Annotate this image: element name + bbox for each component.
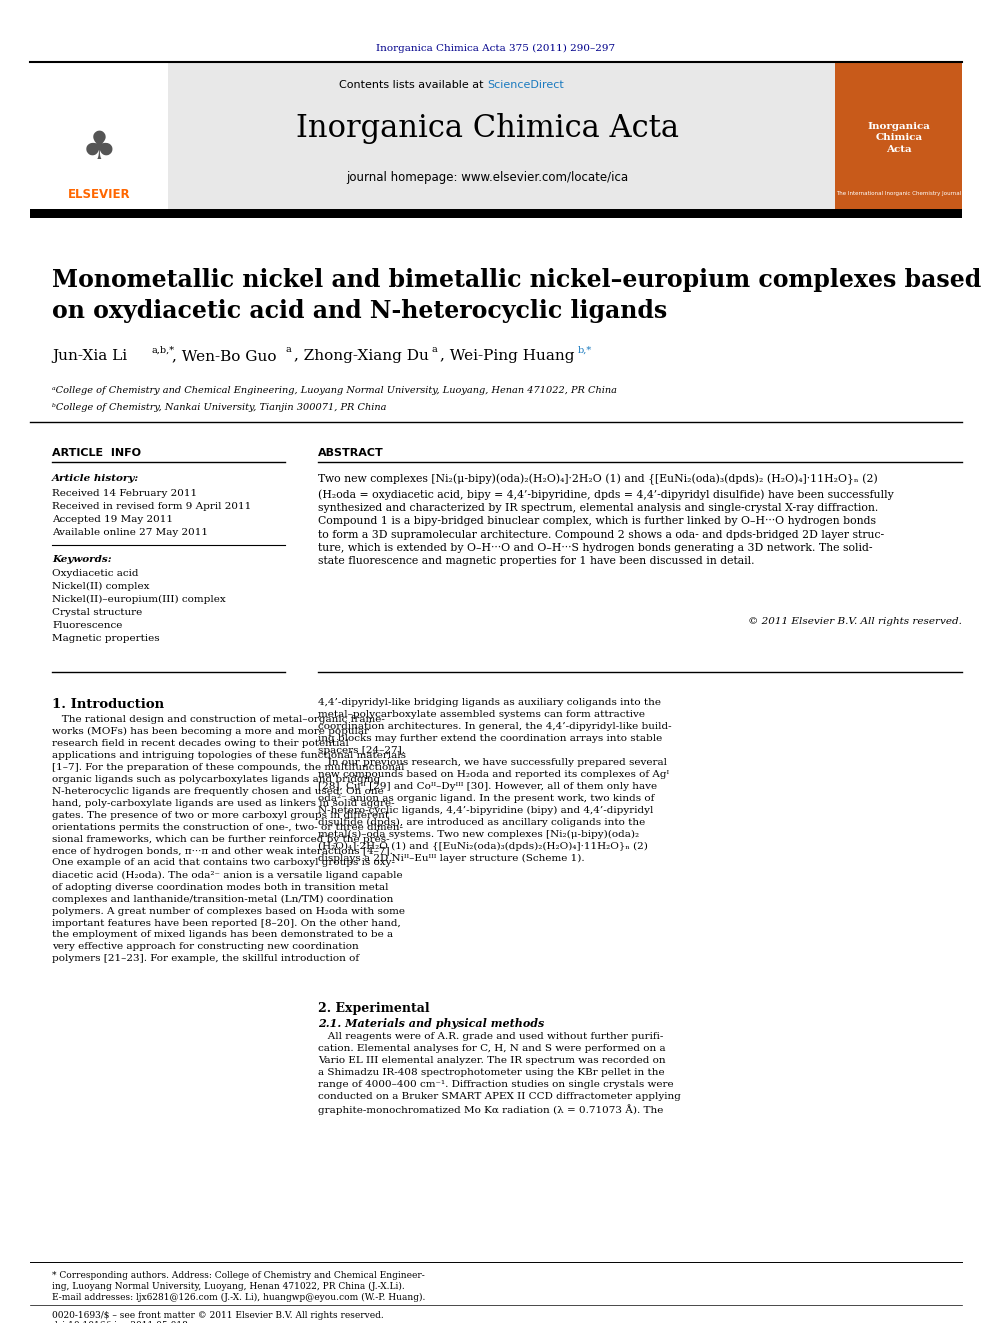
Text: Fluorescence: Fluorescence — [52, 620, 122, 630]
Text: Keywords:: Keywords: — [52, 556, 112, 564]
Text: 4,4’-dipyridyl-like bridging ligands as auxiliary coligands into the
metal–polyc: 4,4’-dipyridyl-like bridging ligands as … — [318, 699, 672, 863]
Text: Received 14 February 2011: Received 14 February 2011 — [52, 490, 197, 497]
Text: Contents lists available at: Contents lists available at — [339, 79, 487, 90]
Text: ELSEVIER: ELSEVIER — [67, 188, 130, 201]
Text: ScienceDirect: ScienceDirect — [487, 79, 563, 90]
Text: , Zhong-Xiang Du: , Zhong-Xiang Du — [294, 349, 429, 363]
FancyBboxPatch shape — [30, 64, 168, 210]
Text: Inorganica
Chimica
Acta: Inorganica Chimica Acta — [868, 122, 930, 155]
Text: Magnetic properties: Magnetic properties — [52, 634, 160, 643]
Text: Oxydiacetic acid: Oxydiacetic acid — [52, 569, 139, 578]
Text: ♣: ♣ — [81, 130, 116, 167]
Text: Inorganica Chimica Acta: Inorganica Chimica Acta — [296, 112, 679, 143]
Text: E-mail addresses: ljx6281@126.com (J.-X. Li), huangwp@eyou.com (W.-P. Huang).: E-mail addresses: ljx6281@126.com (J.-X.… — [52, 1293, 426, 1302]
Text: Jun-Xia Li: Jun-Xia Li — [52, 349, 127, 363]
Text: ᵇCollege of Chemistry, Nankai University, Tianjin 300071, PR China: ᵇCollege of Chemistry, Nankai University… — [52, 404, 387, 411]
Text: Accepted 19 May 2011: Accepted 19 May 2011 — [52, 515, 173, 524]
Text: Nickel(II)–europium(III) complex: Nickel(II)–europium(III) complex — [52, 595, 226, 605]
Text: Two new complexes [Ni₂(μ-bipy)(oda)₂(H₂O)₄]·2H₂O (1) and {[EuNi₂(oda)₃(dpds)₂ (H: Two new complexes [Ni₂(μ-bipy)(oda)₂(H₂O… — [318, 474, 894, 566]
Text: Available online 27 May 2011: Available online 27 May 2011 — [52, 528, 208, 537]
FancyBboxPatch shape — [30, 209, 962, 218]
Text: b,*: b,* — [578, 345, 592, 355]
Text: Crystal structure: Crystal structure — [52, 609, 142, 617]
Text: , Wen-Bo Guo: , Wen-Bo Guo — [172, 349, 277, 363]
Text: 0020-1693/$ – see front matter © 2011 Elsevier B.V. All rights reserved.: 0020-1693/$ – see front matter © 2011 El… — [52, 1311, 384, 1320]
Text: 1. Introduction: 1. Introduction — [52, 699, 164, 710]
FancyBboxPatch shape — [835, 64, 962, 210]
Text: a,b,*: a,b,* — [152, 345, 176, 355]
Text: The rational design and construction of metal–organic frame-
works (MOFs) has be: The rational design and construction of … — [52, 714, 406, 963]
Text: All reagents were of A.R. grade and used without further purifi-
cation. Element: All reagents were of A.R. grade and used… — [318, 1032, 681, 1115]
Text: , Wei-Ping Huang: , Wei-Ping Huang — [440, 349, 574, 363]
Text: ing, Luoyang Normal University, Luoyang, Henan 471022, PR China (J.-X.Li).: ing, Luoyang Normal University, Luoyang,… — [52, 1282, 405, 1291]
Text: Article history:: Article history: — [52, 474, 139, 483]
Text: Received in revised form 9 April 2011: Received in revised form 9 April 2011 — [52, 501, 251, 511]
Text: ᵃCollege of Chemistry and Chemical Engineering, Luoyang Normal University, Luoya: ᵃCollege of Chemistry and Chemical Engin… — [52, 386, 617, 396]
Text: a: a — [286, 345, 292, 355]
Text: ABSTRACT: ABSTRACT — [318, 448, 384, 458]
Text: Monometallic nickel and bimetallic nickel–europium complexes based
on oxydiaceti: Monometallic nickel and bimetallic nicke… — [52, 269, 981, 323]
Text: ARTICLE  INFO: ARTICLE INFO — [52, 448, 141, 458]
Text: * Corresponding authors. Address: College of Chemistry and Chemical Engineer-: * Corresponding authors. Address: Colleg… — [52, 1271, 425, 1279]
Text: 2. Experimental: 2. Experimental — [318, 1002, 430, 1015]
Text: doi:10.1016/j.ica.2011.05.018: doi:10.1016/j.ica.2011.05.018 — [52, 1320, 188, 1323]
Text: © 2011 Elsevier B.V. All rights reserved.: © 2011 Elsevier B.V. All rights reserved… — [748, 617, 962, 626]
Text: The International Inorganic Chemistry Journal: The International Inorganic Chemistry Jo… — [836, 191, 961, 196]
Text: 2.1. Materials and physical methods: 2.1. Materials and physical methods — [318, 1017, 545, 1029]
Text: a: a — [432, 345, 437, 355]
FancyBboxPatch shape — [30, 64, 962, 210]
Text: Nickel(II) complex: Nickel(II) complex — [52, 582, 150, 591]
Text: journal homepage: www.elsevier.com/locate/ica: journal homepage: www.elsevier.com/locat… — [346, 172, 628, 184]
Text: Inorganica Chimica Acta 375 (2011) 290–297: Inorganica Chimica Acta 375 (2011) 290–2… — [376, 44, 616, 53]
